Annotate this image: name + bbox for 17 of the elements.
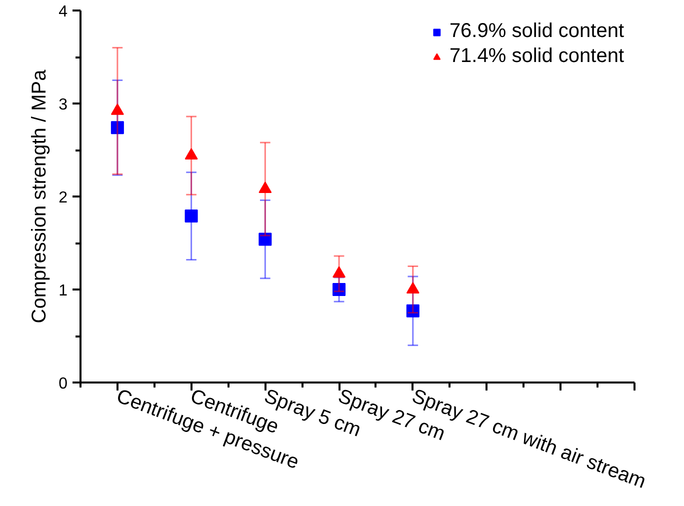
point: [406, 282, 420, 294]
y-axis-title: Compression strength / MPa: [28, 68, 51, 324]
y-tick-label: 1: [58, 282, 68, 300]
point: [332, 266, 346, 278]
point: [332, 283, 346, 296]
legend-label: 76.9% solid content: [449, 20, 624, 43]
point: [184, 148, 198, 160]
point: [184, 210, 198, 223]
legend-label: 71.4% solid content: [449, 45, 624, 68]
y-tick-label: 2: [58, 190, 68, 206]
point: [258, 232, 272, 246]
y-tick-label: 0: [58, 376, 68, 392]
point: [258, 182, 272, 194]
point: [110, 104, 124, 115]
y-tick-label: 3: [58, 96, 68, 114]
y-tick-label: 4: [58, 4, 68, 20]
point: [406, 304, 420, 318]
